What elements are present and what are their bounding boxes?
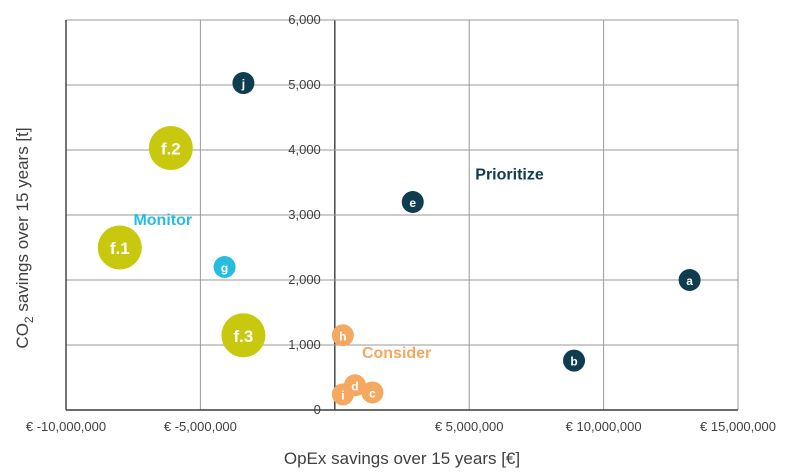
bubble-circle	[97, 225, 142, 270]
bubble-label: g	[221, 261, 228, 275]
grid	[66, 19, 739, 410]
bubble-circle	[401, 191, 424, 213]
origin-tick-label: 0	[314, 402, 321, 417]
x-tick-label: € 5,000,000	[435, 419, 504, 434]
bubble-circle	[563, 349, 586, 372]
bubble-c: c	[361, 381, 384, 404]
bubble-f-2: f.2	[148, 126, 193, 171]
zone-label-consider: Consider	[362, 345, 431, 362]
bubble-circle	[678, 269, 701, 291]
bubble-h: h	[331, 324, 354, 347]
y-tick-label: 6,000	[288, 12, 321, 27]
bubble-label: f.1	[110, 239, 130, 258]
bubble-label: c	[369, 386, 376, 400]
tick-labels: € -10,000,000 € -5,000,000 € 5,000,000 € 10…	[26, 12, 776, 434]
zone-label-monitor: Monitor	[133, 212, 192, 229]
bubble-label: d	[351, 379, 358, 393]
bubble-circle	[213, 256, 236, 278]
x-tick-label: € -5,000,000	[164, 419, 237, 434]
x-axis-title: OpEx savings over 15 years [€]	[284, 449, 520, 468]
bubble-label: b	[570, 355, 577, 369]
bubble-circle	[221, 313, 266, 358]
x-tick-label: € -10,000,000	[26, 419, 106, 434]
bubble-f-3: f.3	[221, 313, 266, 358]
bubble-circle	[232, 72, 255, 95]
x-tick-label: € 15,000,000	[700, 419, 776, 434]
zone-labels: Prioritize Monitor Consider	[133, 166, 543, 362]
y-tick-label: 3,000	[288, 207, 321, 222]
y-tick-label: 5,000	[288, 77, 321, 92]
bubble-label: f.3	[233, 327, 253, 346]
bubble-label: h	[339, 329, 346, 343]
y-tick-label: 2,000	[288, 272, 321, 287]
bubble-circle	[361, 381, 384, 404]
bubble-label: a	[686, 274, 693, 288]
zone-label-prioritize: Prioritize	[475, 166, 544, 183]
bubble-label: f.2	[161, 140, 181, 159]
y-tick-label: 4,000	[288, 142, 321, 157]
y-axis-title: CO2 savings over 15 years [t]	[13, 127, 36, 348]
bubble-e: e	[401, 191, 424, 213]
bubble-g: g	[213, 256, 236, 278]
bubble-circle	[331, 324, 354, 347]
data-points: a b e j g h dc i f.1 f.2 f.3	[97, 72, 701, 406]
bubble-circle	[148, 126, 193, 171]
bubble-f-1: f.1	[97, 225, 142, 270]
bubble-circle	[331, 383, 354, 406]
bubble-label: i	[341, 388, 344, 402]
x-tick-label: € 10,000,000	[566, 419, 642, 434]
bubble-label: e	[409, 196, 416, 210]
y-axis-title-main: CO	[13, 323, 32, 349]
bubble-i: i	[331, 383, 354, 406]
y-axis-title-tail: savings over 15 years [t]	[13, 127, 32, 316]
y-tick-label: 1,000	[288, 337, 321, 352]
bubble-label: j	[241, 77, 245, 91]
axes	[65, 20, 738, 411]
bubble-j: j	[232, 72, 255, 95]
bubble-a: a	[678, 269, 701, 291]
bubble-b: b	[563, 349, 586, 372]
y-axis-title-subscript: 2	[22, 316, 36, 323]
